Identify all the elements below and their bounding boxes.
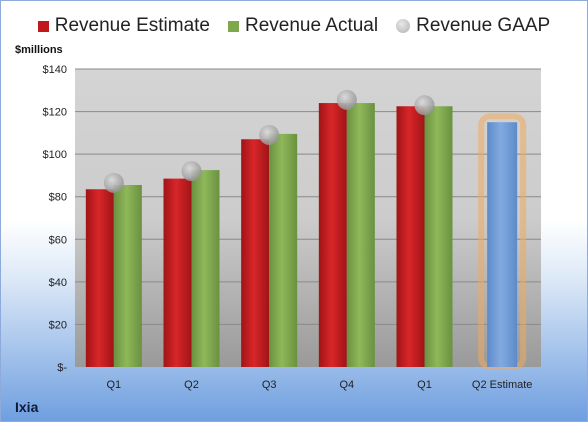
y-tick-label: $60	[49, 234, 67, 246]
bar-revenue-estimate	[318, 103, 347, 368]
legend-item-actual: Revenue Actual	[228, 15, 378, 37]
y-axis-unit-label: $millions	[15, 44, 63, 56]
bar-revenue-actual	[269, 133, 298, 367]
bar-revenue-estimate	[163, 178, 192, 367]
marker-revenue-gaap	[414, 95, 435, 116]
legend-label-estimate: Revenue Estimate	[54, 15, 210, 36]
bar-revenue-actual	[113, 185, 142, 367]
legend-label-actual: Revenue Actual	[245, 15, 379, 36]
bar-revenue-actual	[346, 103, 375, 368]
bar-revenue-estimate	[241, 139, 270, 367]
legend: Revenue Estimate Revenue Actual Revenue …	[1, 15, 587, 37]
y-tick-label: $80	[49, 192, 67, 204]
y-tick-label: $120	[43, 107, 67, 119]
y-tick-label: $20	[49, 319, 67, 331]
legend-swatch-estimate	[37, 20, 49, 32]
x-tick-label: Q1	[417, 379, 432, 391]
legend-label-gaap: Revenue GAAP	[416, 15, 551, 36]
x-tick-label: Q2	[184, 379, 199, 391]
bar-revenue-actual	[191, 170, 220, 367]
bar-q2-estimate	[487, 122, 518, 367]
bar-revenue-estimate	[85, 189, 114, 367]
marker-revenue-gaap	[259, 124, 280, 145]
y-tick-label: $-	[57, 362, 67, 374]
marker-revenue-gaap	[336, 89, 357, 110]
legend-item-estimate: Revenue Estimate	[37, 15, 210, 37]
bar-revenue-actual	[424, 106, 453, 367]
legend-item-gaap: Revenue GAAP	[396, 15, 550, 37]
x-tick-label: Q1	[106, 379, 121, 391]
y-tick-label: $140	[43, 64, 67, 76]
plot-area	[75, 69, 541, 367]
legend-marker-gaap	[396, 19, 411, 33]
legend-swatch-actual	[228, 20, 239, 32]
marker-revenue-gaap	[181, 161, 202, 182]
x-tick-label: Q2 Estimate	[472, 379, 533, 391]
y-tick-label: $100	[43, 149, 67, 161]
marker-revenue-gaap	[103, 172, 124, 193]
bar-revenue-estimate	[396, 106, 425, 367]
company-name: Ixia	[15, 399, 39, 415]
x-tick-label: Q4	[339, 379, 354, 391]
x-tick-label: Q3	[262, 379, 277, 391]
y-tick-label: $40	[49, 277, 67, 289]
